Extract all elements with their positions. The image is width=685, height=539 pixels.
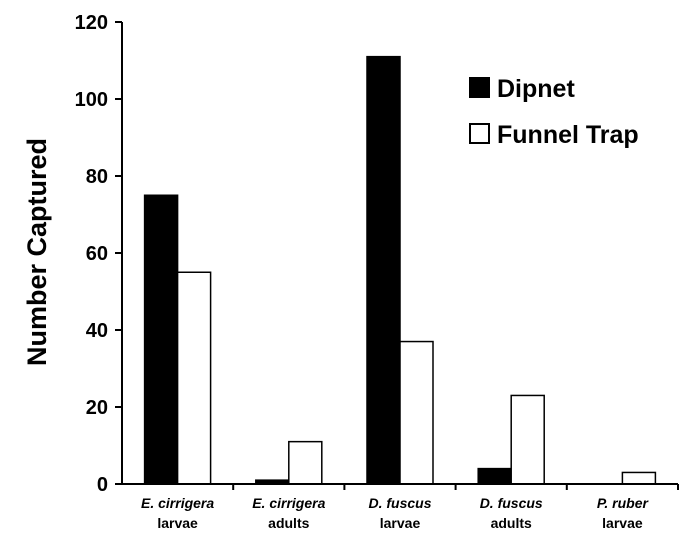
legend-swatch-dipnet xyxy=(469,77,490,98)
x-category-label-line1: E. cirrigera xyxy=(252,495,325,511)
y-tick-label: 0 xyxy=(97,474,108,496)
y-axis: 0 20 40 60 80 100 120 xyxy=(75,12,123,496)
y-tick-label: 80 xyxy=(86,166,108,188)
y-tick-label: 120 xyxy=(75,12,108,34)
y-tick-label: 40 xyxy=(86,320,108,342)
x-category-label-line2: larvae xyxy=(157,515,198,531)
y-tick-label: 100 xyxy=(75,89,108,111)
x-axis: E. cirrigera larvae E. cirrigera adults D. f… xyxy=(121,483,679,531)
bar-dipnet-0 xyxy=(143,194,179,485)
legend-swatch-funnel-trap xyxy=(469,123,490,144)
bar-dipnet-3 xyxy=(477,467,512,485)
bar-funnel-trap-4 xyxy=(621,471,657,485)
bar-funnel-trap-0 xyxy=(176,271,212,485)
x-category-label-line2: adults xyxy=(491,515,532,531)
x-category-label-line1: E. cirrigera xyxy=(141,495,214,511)
legend-label-dipnet: Dipnet xyxy=(497,75,575,103)
bar-funnel-trap-2 xyxy=(399,340,434,485)
x-category-label-line1: D. fuscus xyxy=(368,495,431,511)
x-category-label-line1: D. fuscus xyxy=(480,495,543,511)
plot-area xyxy=(143,55,657,485)
x-category-label-line1: P. ruber xyxy=(597,495,650,511)
y-axis-title: Number Captured xyxy=(22,138,52,366)
legend: Dipnet Funnel Trap xyxy=(469,75,639,149)
x-category-label-line2: larvae xyxy=(380,515,421,531)
legend-label-funnel-trap: Funnel Trap xyxy=(497,121,639,149)
x-category-label-line2: adults xyxy=(268,515,309,531)
x-category-label-line2: larvae xyxy=(602,515,643,531)
bar-funnel-trap-1 xyxy=(288,440,323,485)
bar-dipnet-2 xyxy=(366,55,401,485)
bar-funnel-trap-3 xyxy=(510,394,545,485)
y-tick-label: 60 xyxy=(86,243,108,265)
y-tick-label: 20 xyxy=(86,397,108,419)
